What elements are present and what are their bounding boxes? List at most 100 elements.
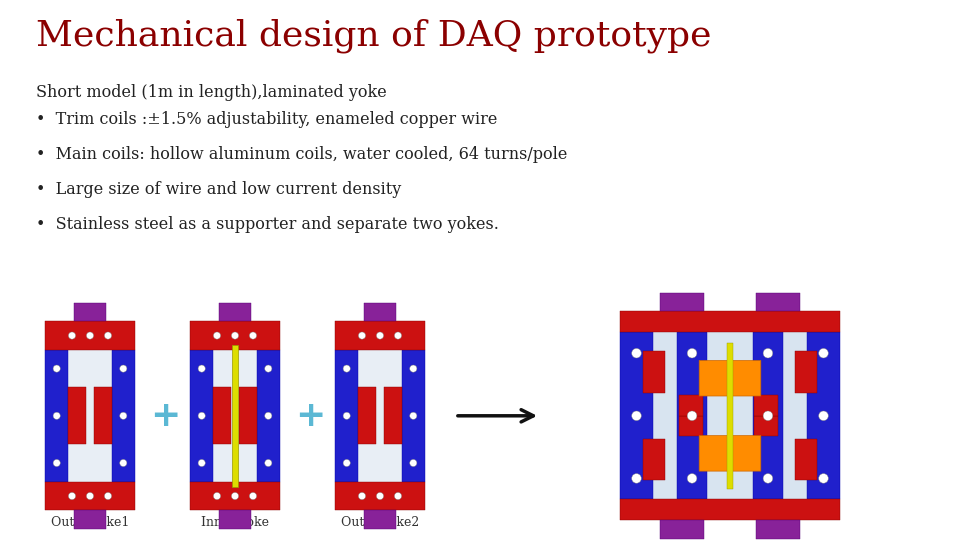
Circle shape (105, 332, 111, 339)
Bar (219, 302, 251, 321)
Bar (93, 388, 111, 444)
Circle shape (265, 365, 272, 372)
Circle shape (265, 412, 272, 420)
Circle shape (410, 412, 417, 420)
Bar (755, 395, 778, 416)
Bar (755, 416, 778, 436)
Circle shape (687, 411, 697, 421)
Circle shape (86, 332, 94, 339)
Bar (190, 482, 280, 510)
Circle shape (763, 474, 773, 483)
Circle shape (120, 365, 127, 372)
Bar (680, 395, 703, 416)
Bar (680, 416, 703, 436)
Bar (756, 293, 801, 312)
Bar (643, 351, 665, 393)
Bar (753, 332, 782, 500)
Circle shape (198, 412, 205, 420)
Bar (677, 332, 707, 500)
Bar (256, 350, 280, 482)
Bar (728, 343, 732, 489)
Circle shape (819, 348, 828, 358)
Circle shape (120, 412, 127, 420)
FancyBboxPatch shape (699, 436, 761, 471)
Circle shape (86, 492, 94, 500)
Bar (756, 520, 801, 539)
Bar (111, 350, 135, 482)
Bar (358, 388, 376, 444)
Circle shape (105, 492, 111, 500)
Circle shape (265, 460, 272, 467)
Bar (239, 388, 256, 444)
Circle shape (250, 492, 256, 500)
Bar (660, 293, 704, 312)
Text: •  Trim coils :±1.5% adjustability, enameled copper wire: • Trim coils :±1.5% adjustability, ename… (36, 111, 498, 127)
Circle shape (410, 365, 417, 372)
Circle shape (819, 474, 828, 483)
Circle shape (53, 365, 60, 372)
Bar (335, 321, 425, 350)
Circle shape (198, 365, 205, 372)
Text: •  Stainless steel as a supporter and separate two yokes.: • Stainless steel as a supporter and sep… (36, 216, 499, 233)
FancyArrowPatch shape (458, 410, 534, 422)
Circle shape (250, 332, 256, 339)
Bar (74, 510, 106, 529)
Bar (364, 302, 396, 321)
Text: Short model (1m in length),laminated yoke: Short model (1m in length),laminated yok… (36, 84, 387, 100)
Bar (384, 388, 401, 444)
Text: •  Main coils: hollow aluminum coils, water cooled, 64 turns/pole: • Main coils: hollow aluminum coils, wat… (36, 146, 568, 163)
Bar (213, 388, 231, 444)
Text: Mechanical design of DAQ prototype: Mechanical design of DAQ prototype (36, 19, 712, 53)
Circle shape (198, 460, 205, 467)
Bar (45, 321, 135, 350)
Bar (620, 332, 653, 500)
Circle shape (68, 492, 76, 500)
Bar (232, 345, 238, 487)
Bar (190, 350, 213, 482)
Circle shape (53, 460, 60, 467)
Bar (45, 482, 135, 510)
Circle shape (358, 492, 366, 500)
FancyBboxPatch shape (699, 361, 761, 396)
Bar (643, 439, 665, 481)
Circle shape (231, 332, 239, 339)
Text: Outer yoke2: Outer yoke2 (341, 516, 420, 529)
Circle shape (687, 474, 697, 483)
Circle shape (687, 348, 697, 358)
Circle shape (410, 460, 417, 467)
Bar (620, 312, 840, 332)
Bar (795, 439, 817, 481)
Circle shape (358, 332, 366, 339)
Bar (660, 520, 704, 539)
Circle shape (632, 348, 641, 358)
Circle shape (213, 332, 221, 339)
Circle shape (632, 474, 641, 483)
Bar (364, 510, 396, 529)
Text: •  Large size of wire and low current density: • Large size of wire and low current den… (36, 181, 401, 198)
Text: +: + (295, 399, 325, 433)
Circle shape (120, 460, 127, 467)
Bar (335, 350, 358, 482)
Circle shape (376, 332, 384, 339)
Bar (74, 302, 106, 321)
Circle shape (763, 348, 773, 358)
Text: +: + (150, 399, 180, 433)
Circle shape (395, 492, 401, 500)
Bar (620, 500, 840, 520)
Circle shape (376, 492, 384, 500)
Bar (807, 332, 840, 500)
Circle shape (343, 412, 350, 420)
Bar (219, 510, 251, 529)
Circle shape (53, 412, 60, 420)
Text: Inner yoke: Inner yoke (201, 516, 269, 529)
Bar (620, 312, 840, 520)
Bar (68, 388, 86, 444)
Circle shape (343, 365, 350, 372)
Circle shape (213, 492, 221, 500)
Bar (795, 351, 817, 393)
Bar (335, 321, 425, 510)
Text: Outer yoke1: Outer yoke1 (51, 516, 130, 529)
Bar (401, 350, 425, 482)
Circle shape (68, 332, 76, 339)
Bar (45, 350, 68, 482)
